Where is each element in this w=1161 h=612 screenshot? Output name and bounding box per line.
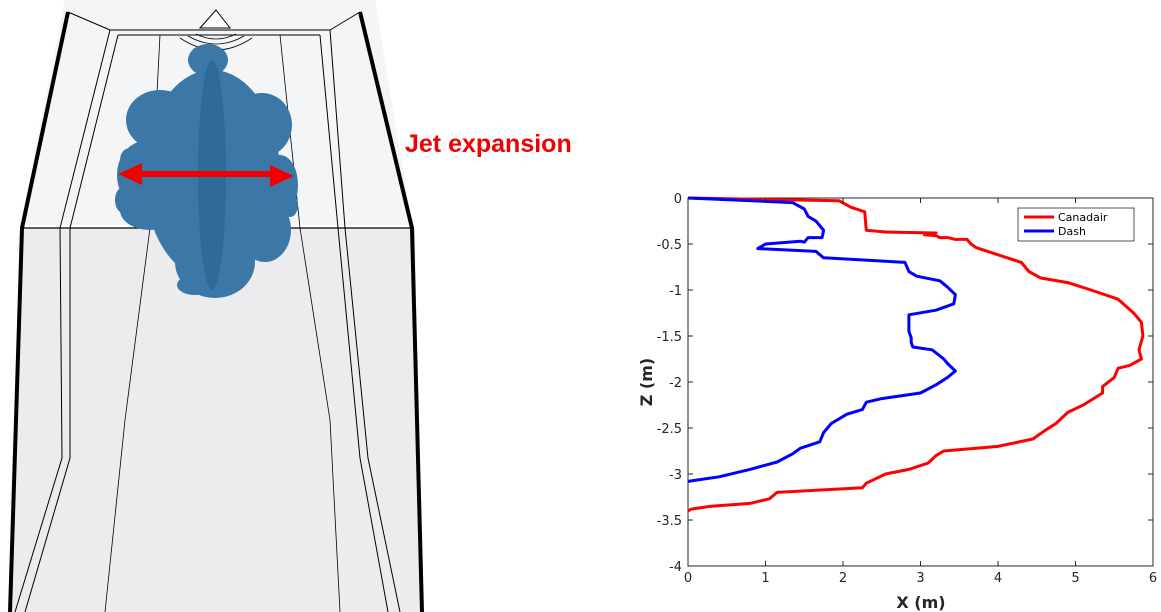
y-tick-label: -4 [669,560,682,575]
legend-label-canadair: Canadair [1058,211,1108,224]
expansion-arrow [118,163,294,187]
y-tick-label: -3 [669,468,682,483]
x-tick-label: 0 [684,571,692,586]
x-tick-label: 4 [994,571,1002,586]
plot-area [687,197,1154,567]
y-tick-label: -0.5 [657,238,682,253]
axis-ticks: 0 1 2 3 4 5 6 0 -0.5 -1 -1.5 -2 -2.5 -3 -3.5 -4 [657,192,1158,586]
legend-label-dash: Dash [1058,225,1086,238]
x-tick-label: 5 [1071,571,1079,586]
y-tick-label: -2.5 [657,422,682,437]
y-tick-label: -1.5 [657,330,682,345]
y-axis-label: Z (m) [637,358,656,406]
x-tick-label: 6 [1149,571,1157,586]
jet-expansion-label: Jet expansion [405,130,572,158]
series-line-canadair [687,196,1145,513]
y-tick-label: -2 [669,376,682,391]
profile-chart: 0 1 2 3 4 5 6 0 -0.5 -1 -1.5 -2 -2.5 -3 -3.5 -4 X (m) Z… [637,192,1158,612]
y-tick-label: 0 [674,192,682,207]
x-tick-label: 2 [839,571,847,586]
x-axis-label: X (m) [896,593,945,612]
plot-frame [687,197,1154,567]
cfd-scene [8,0,424,612]
y-tick-label: -1 [669,284,682,299]
x-tick-label: 3 [916,571,924,586]
series-layer [687,196,1145,513]
legend-box [1017,207,1135,242]
series-line-dash [687,196,957,483]
y-tick-label: -3.5 [657,514,682,529]
x-tick-label: 1 [761,571,769,586]
